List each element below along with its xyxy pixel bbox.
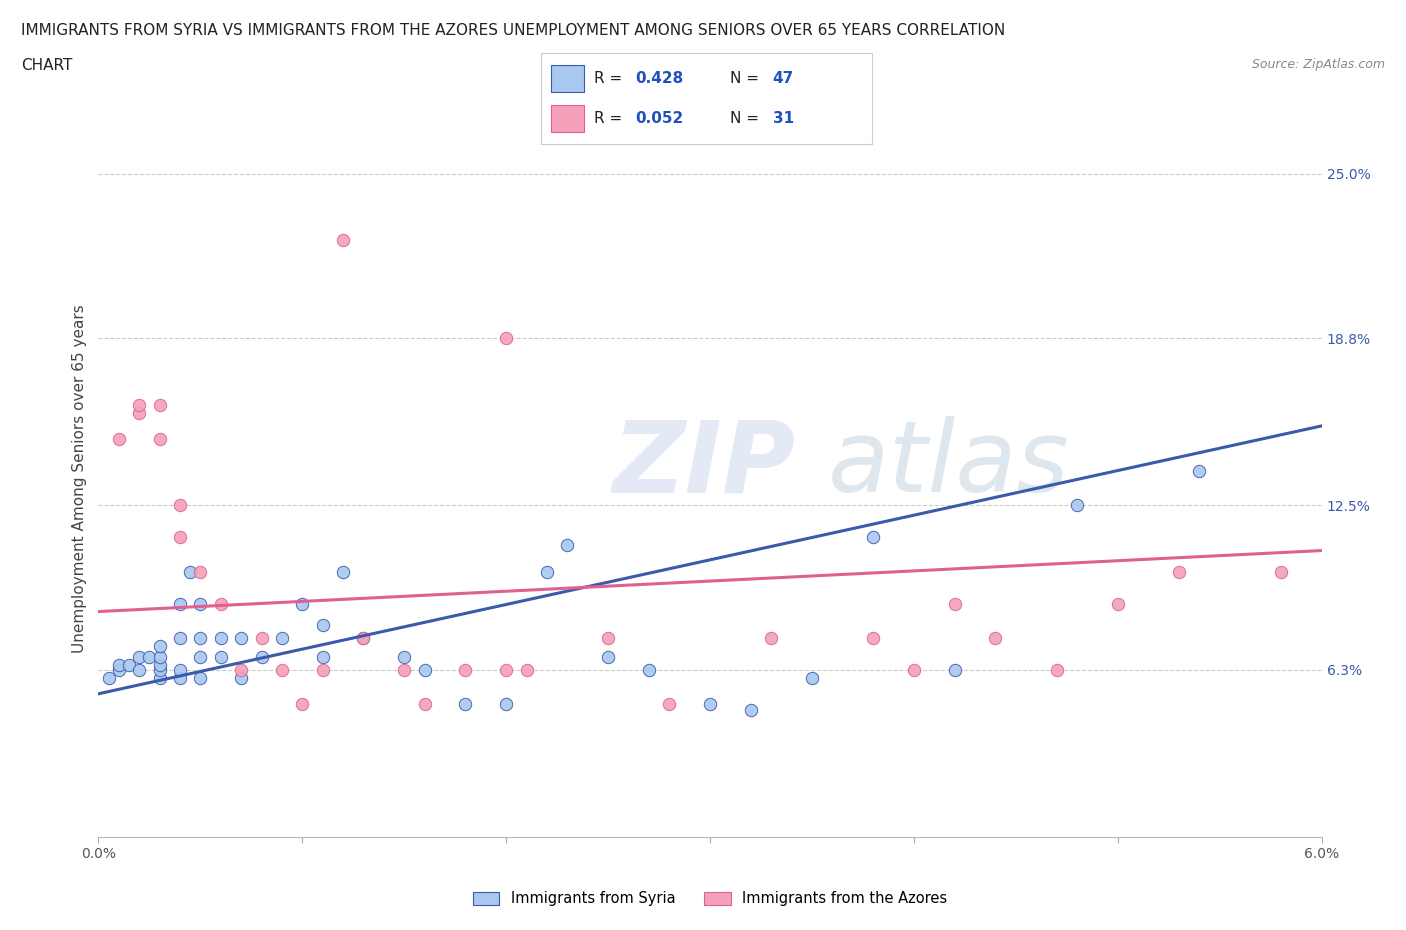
- Point: [1167, 565, 1189, 579]
- Point: [740, 702, 762, 717]
- Point: [169, 596, 191, 611]
- Point: [454, 697, 477, 711]
- Text: CHART: CHART: [21, 58, 73, 73]
- Point: [128, 662, 150, 677]
- Point: [188, 565, 212, 579]
- Point: [149, 671, 172, 685]
- Point: [149, 397, 172, 412]
- Point: [637, 662, 661, 677]
- Point: [209, 649, 232, 664]
- Point: [188, 596, 212, 611]
- Point: [128, 405, 150, 420]
- Text: N =: N =: [730, 111, 763, 126]
- Point: [984, 631, 1007, 645]
- Point: [392, 649, 416, 664]
- Y-axis label: Unemployment Among Seniors over 65 years: Unemployment Among Seniors over 65 years: [72, 305, 87, 653]
- Text: 47: 47: [773, 71, 794, 86]
- Point: [270, 662, 292, 677]
- Point: [536, 565, 558, 579]
- Point: [903, 662, 925, 677]
- Point: [413, 697, 436, 711]
- Point: [250, 649, 273, 664]
- Text: IMMIGRANTS FROM SYRIA VS IMMIGRANTS FROM THE AZORES UNEMPLOYMENT AMONG SENIORS O: IMMIGRANTS FROM SYRIA VS IMMIGRANTS FROM…: [21, 23, 1005, 38]
- Point: [761, 631, 783, 645]
- Bar: [551, 105, 585, 132]
- Point: [169, 631, 191, 645]
- Text: R =: R =: [595, 71, 627, 86]
- Point: [118, 658, 141, 672]
- Text: 0.052: 0.052: [636, 111, 683, 126]
- Point: [138, 649, 160, 664]
- Point: [862, 631, 884, 645]
- Text: 0.428: 0.428: [636, 71, 683, 86]
- Point: [188, 631, 212, 645]
- Text: Source: ZipAtlas.com: Source: ZipAtlas.com: [1251, 58, 1385, 71]
- Point: [128, 649, 150, 664]
- Point: [169, 662, 191, 677]
- Point: [392, 662, 416, 677]
- Point: [169, 671, 191, 685]
- Point: [128, 397, 150, 412]
- Point: [801, 671, 824, 685]
- Text: N =: N =: [730, 71, 763, 86]
- Point: [1107, 596, 1129, 611]
- Point: [1045, 662, 1069, 677]
- Point: [188, 649, 212, 664]
- Point: [149, 432, 172, 446]
- Point: [1188, 463, 1211, 478]
- Point: [291, 697, 314, 711]
- Point: [413, 662, 436, 677]
- Point: [555, 538, 579, 552]
- Point: [454, 662, 477, 677]
- Point: [332, 232, 354, 247]
- Point: [209, 631, 232, 645]
- Point: [1066, 498, 1088, 513]
- Point: [495, 697, 517, 711]
- Point: [108, 662, 131, 677]
- Point: [311, 662, 335, 677]
- Point: [495, 331, 517, 346]
- Point: [209, 596, 232, 611]
- Point: [291, 596, 314, 611]
- Point: [943, 662, 966, 677]
- Point: [658, 697, 681, 711]
- Point: [231, 671, 253, 685]
- Point: [149, 639, 172, 654]
- Legend: Immigrants from Syria, Immigrants from the Azores: Immigrants from Syria, Immigrants from t…: [467, 885, 953, 912]
- Point: [352, 631, 374, 645]
- Point: [311, 618, 335, 632]
- Point: [598, 631, 620, 645]
- Point: [179, 565, 201, 579]
- Point: [352, 631, 374, 645]
- Point: [97, 671, 120, 685]
- Point: [169, 498, 191, 513]
- Point: [862, 530, 884, 545]
- Text: ZIP: ZIP: [612, 416, 796, 513]
- Point: [311, 649, 335, 664]
- Text: R =: R =: [595, 111, 627, 126]
- Point: [231, 662, 253, 677]
- Point: [699, 697, 721, 711]
- Point: [188, 671, 212, 685]
- Point: [231, 631, 253, 645]
- Point: [495, 662, 517, 677]
- Text: 31: 31: [773, 111, 794, 126]
- Point: [149, 649, 172, 664]
- Point: [598, 649, 620, 664]
- Text: atlas: atlas: [828, 416, 1069, 513]
- Point: [1270, 565, 1292, 579]
- Point: [108, 658, 131, 672]
- Point: [250, 631, 273, 645]
- Point: [270, 631, 292, 645]
- Point: [943, 596, 966, 611]
- Point: [149, 662, 172, 677]
- Point: [149, 658, 172, 672]
- Point: [516, 662, 538, 677]
- Point: [169, 530, 191, 545]
- Point: [108, 432, 131, 446]
- Bar: [551, 65, 585, 92]
- Point: [332, 565, 354, 579]
